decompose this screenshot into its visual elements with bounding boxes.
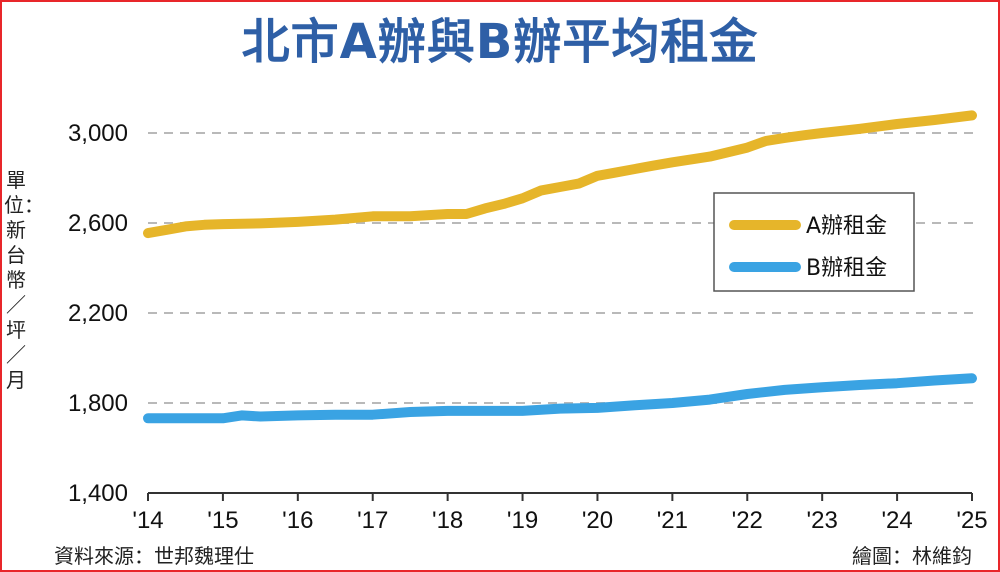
chart-title: 北市A辦與B辦平均租金 bbox=[241, 14, 759, 70]
y-tick-label: 1,400 bbox=[68, 480, 128, 507]
series-line-b bbox=[143, 373, 977, 424]
x-tick-label: '15 bbox=[207, 507, 238, 534]
legend-label: B辦租金 bbox=[806, 256, 887, 281]
x-tick-label: '21 bbox=[657, 507, 688, 534]
y-tick-label: 3,000 bbox=[68, 120, 128, 147]
y-tick-label: 1,800 bbox=[68, 390, 128, 417]
x-tick-label: '18 bbox=[432, 507, 463, 534]
source-note: 資料來源：世邦魏理仕 bbox=[54, 544, 254, 568]
series-line-a bbox=[143, 110, 977, 239]
y-tick-label: 2,200 bbox=[68, 300, 128, 327]
x-tick-label: '17 bbox=[357, 507, 388, 534]
credit-note: 繪圖：林維鈞 bbox=[852, 544, 972, 568]
x-tick-label: '19 bbox=[507, 507, 538, 534]
y-tick-label: 2,600 bbox=[68, 210, 128, 237]
x-tick-label: '20 bbox=[582, 507, 613, 534]
x-tick-label: '14 bbox=[132, 507, 163, 534]
legend-box bbox=[713, 192, 915, 292]
x-tick-label: '24 bbox=[881, 507, 912, 534]
x-tick-label: '16 bbox=[282, 507, 313, 534]
legend-label: A辦租金 bbox=[806, 214, 887, 239]
x-tick-label: '25 bbox=[956, 507, 987, 534]
x-tick-label: '23 bbox=[807, 507, 838, 534]
x-tick-label: '22 bbox=[732, 507, 763, 534]
